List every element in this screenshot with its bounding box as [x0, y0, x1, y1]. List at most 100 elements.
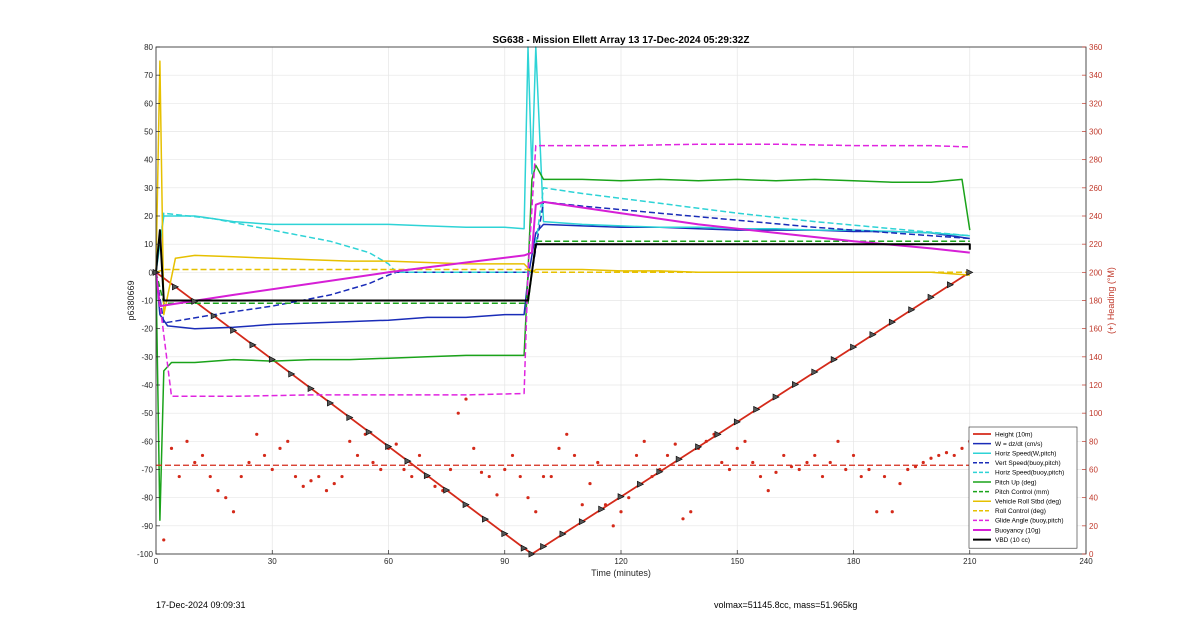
series-horiz-speed-buoy-pitch	[155, 187, 970, 274]
heading-point	[627, 496, 631, 500]
y-tick-label: -90	[141, 522, 153, 531]
heading-point	[782, 453, 786, 458]
x-tick-label: 30	[268, 557, 277, 566]
legend-entry: Pitch Up (deg)	[995, 479, 1037, 486]
heading-point	[394, 442, 398, 446]
heading-point	[541, 474, 546, 479]
height-marker	[927, 293, 935, 301]
y-tick-label: -70	[141, 466, 153, 475]
footer-volmax-mass: volmax=51145.8cc, mass=51.965kg	[714, 600, 857, 610]
heading-point	[913, 465, 918, 469]
heading-point	[185, 439, 189, 443]
series-vert-speed-buoy-pitch	[155, 201, 970, 324]
heading-point	[410, 474, 414, 479]
y2-tick-label: 340	[1089, 71, 1103, 80]
y-tick-label: 50	[144, 128, 153, 137]
heading-point	[720, 460, 724, 465]
heading-point	[417, 453, 422, 458]
heading-point	[890, 510, 894, 514]
series-pitch-up-deg	[155, 164, 971, 521]
heading-point	[293, 474, 298, 479]
heading-point	[518, 474, 522, 479]
heading-point	[681, 517, 685, 521]
y-tick-label: 80	[144, 43, 153, 52]
y-tick-label: 40	[144, 156, 153, 165]
y2-tick-label: 40	[1089, 494, 1098, 503]
y2-tick-label: 300	[1089, 128, 1103, 137]
series-horiz-speed-w-pitch	[155, 46, 970, 273]
heading-point	[797, 467, 801, 472]
heading-point	[650, 474, 654, 479]
heading-point	[224, 496, 228, 500]
height-marker	[695, 443, 703, 451]
height-marker	[520, 544, 528, 552]
heading-point	[960, 446, 964, 450]
x-tick-label: 0	[154, 557, 159, 566]
heading-point	[456, 411, 460, 415]
chart-title: SG638 - Mission Ellett Array 13 17-Dec-2…	[493, 35, 750, 46]
height-marker	[210, 312, 218, 320]
height-marker	[714, 430, 722, 438]
heading-point	[789, 465, 794, 469]
heading-point	[208, 474, 212, 479]
x-tick-label: 210	[963, 557, 977, 566]
height-marker	[365, 428, 373, 436]
height-marker	[172, 283, 180, 291]
y2-tick-label: 320	[1089, 99, 1103, 108]
legend-box	[968, 426, 1078, 549]
heading-point	[340, 474, 344, 479]
y2-tick-label: 140	[1089, 353, 1103, 362]
y-axis-ticks: -100-90-80-70-60-50-40-30-20-10010203040…	[137, 43, 160, 559]
height-marker	[462, 501, 470, 509]
heading-point	[479, 470, 484, 474]
height-marker	[656, 468, 664, 476]
heading-point	[673, 442, 677, 446]
height-marker	[288, 370, 296, 378]
series-vbd-10-cc	[155, 229, 971, 302]
height-marker	[307, 384, 315, 392]
y-tick-label: -50	[141, 409, 153, 418]
heading-point	[572, 453, 577, 458]
heading-point	[642, 439, 646, 443]
y-tick-label: -100	[137, 550, 154, 559]
heading-point	[162, 538, 166, 542]
heading-point	[952, 453, 956, 458]
heading-point	[929, 456, 933, 460]
heading-point	[611, 524, 615, 528]
heading-point	[813, 453, 817, 458]
heading-point	[944, 451, 949, 455]
heading-point	[844, 467, 848, 472]
heading-point	[634, 453, 639, 458]
height-marker	[230, 326, 238, 334]
heading-point	[231, 510, 236, 514]
height-marker	[385, 443, 393, 451]
heading-point	[766, 489, 770, 493]
height-marker	[598, 505, 606, 513]
heading-point	[851, 453, 856, 458]
height-marker	[733, 418, 741, 426]
heading-point	[828, 460, 832, 465]
x-tick-label: 90	[500, 557, 509, 566]
height-marker	[404, 457, 412, 465]
legend-entry: Height (10m)	[995, 431, 1033, 438]
height-marker	[811, 368, 819, 376]
y2-tick-label: 160	[1089, 325, 1103, 334]
x-tick-label: 60	[384, 557, 393, 566]
y-tick-label: 60	[144, 99, 153, 108]
height-marker	[792, 381, 800, 388]
heading-point	[324, 489, 329, 493]
y-tick-label: -30	[141, 353, 153, 362]
height-marker	[850, 343, 858, 351]
height-marker	[578, 518, 586, 526]
y2-tick-label: 60	[1089, 466, 1098, 475]
y-axis-label: p6380669	[126, 280, 136, 320]
height-marker	[753, 405, 761, 413]
heading-point	[262, 453, 267, 458]
heading-point	[875, 510, 879, 514]
heading-point	[882, 474, 887, 479]
heading-point	[898, 481, 902, 486]
heading-point	[193, 460, 197, 465]
heading-point	[503, 467, 507, 472]
height-marker	[675, 455, 683, 463]
series-buoyancy-10g	[155, 200, 970, 308]
